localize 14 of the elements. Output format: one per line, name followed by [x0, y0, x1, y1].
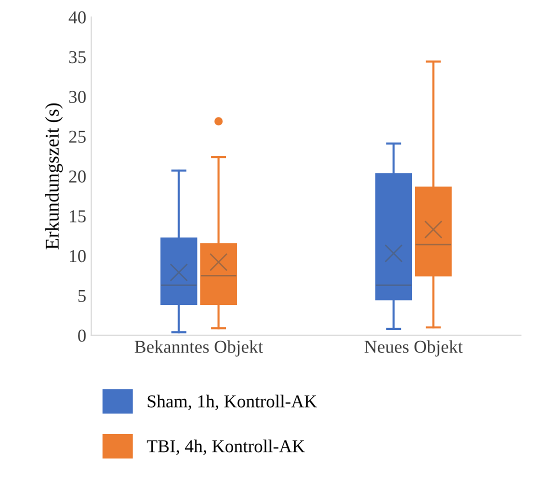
y-axis-title: Erkundungszeit (s): [45, 103, 63, 250]
y-tick-label: 10: [70, 250, 86, 262]
y-tick-label: 30: [69, 90, 86, 104]
y-tick-label: 0: [78, 330, 86, 342]
legend-label: TBI, 4h, Kontroll-AK: [146, 440, 305, 455]
x-tick-label: Neues Objekt: [364, 340, 463, 357]
x-tick-label: Bekanntes Objekt: [134, 340, 264, 357]
y-tick-label: 5: [78, 290, 86, 302]
y-tick-label: 40: [68, 11, 86, 24]
y-tick-label: 15: [70, 210, 86, 222]
legend-label: Sham, 1h, Kontroll-AK: [148, 394, 317, 410]
y-tick-label: 25: [69, 130, 86, 143]
y-tick-label: 35: [69, 51, 86, 64]
y-tick-label: 20: [69, 170, 86, 183]
